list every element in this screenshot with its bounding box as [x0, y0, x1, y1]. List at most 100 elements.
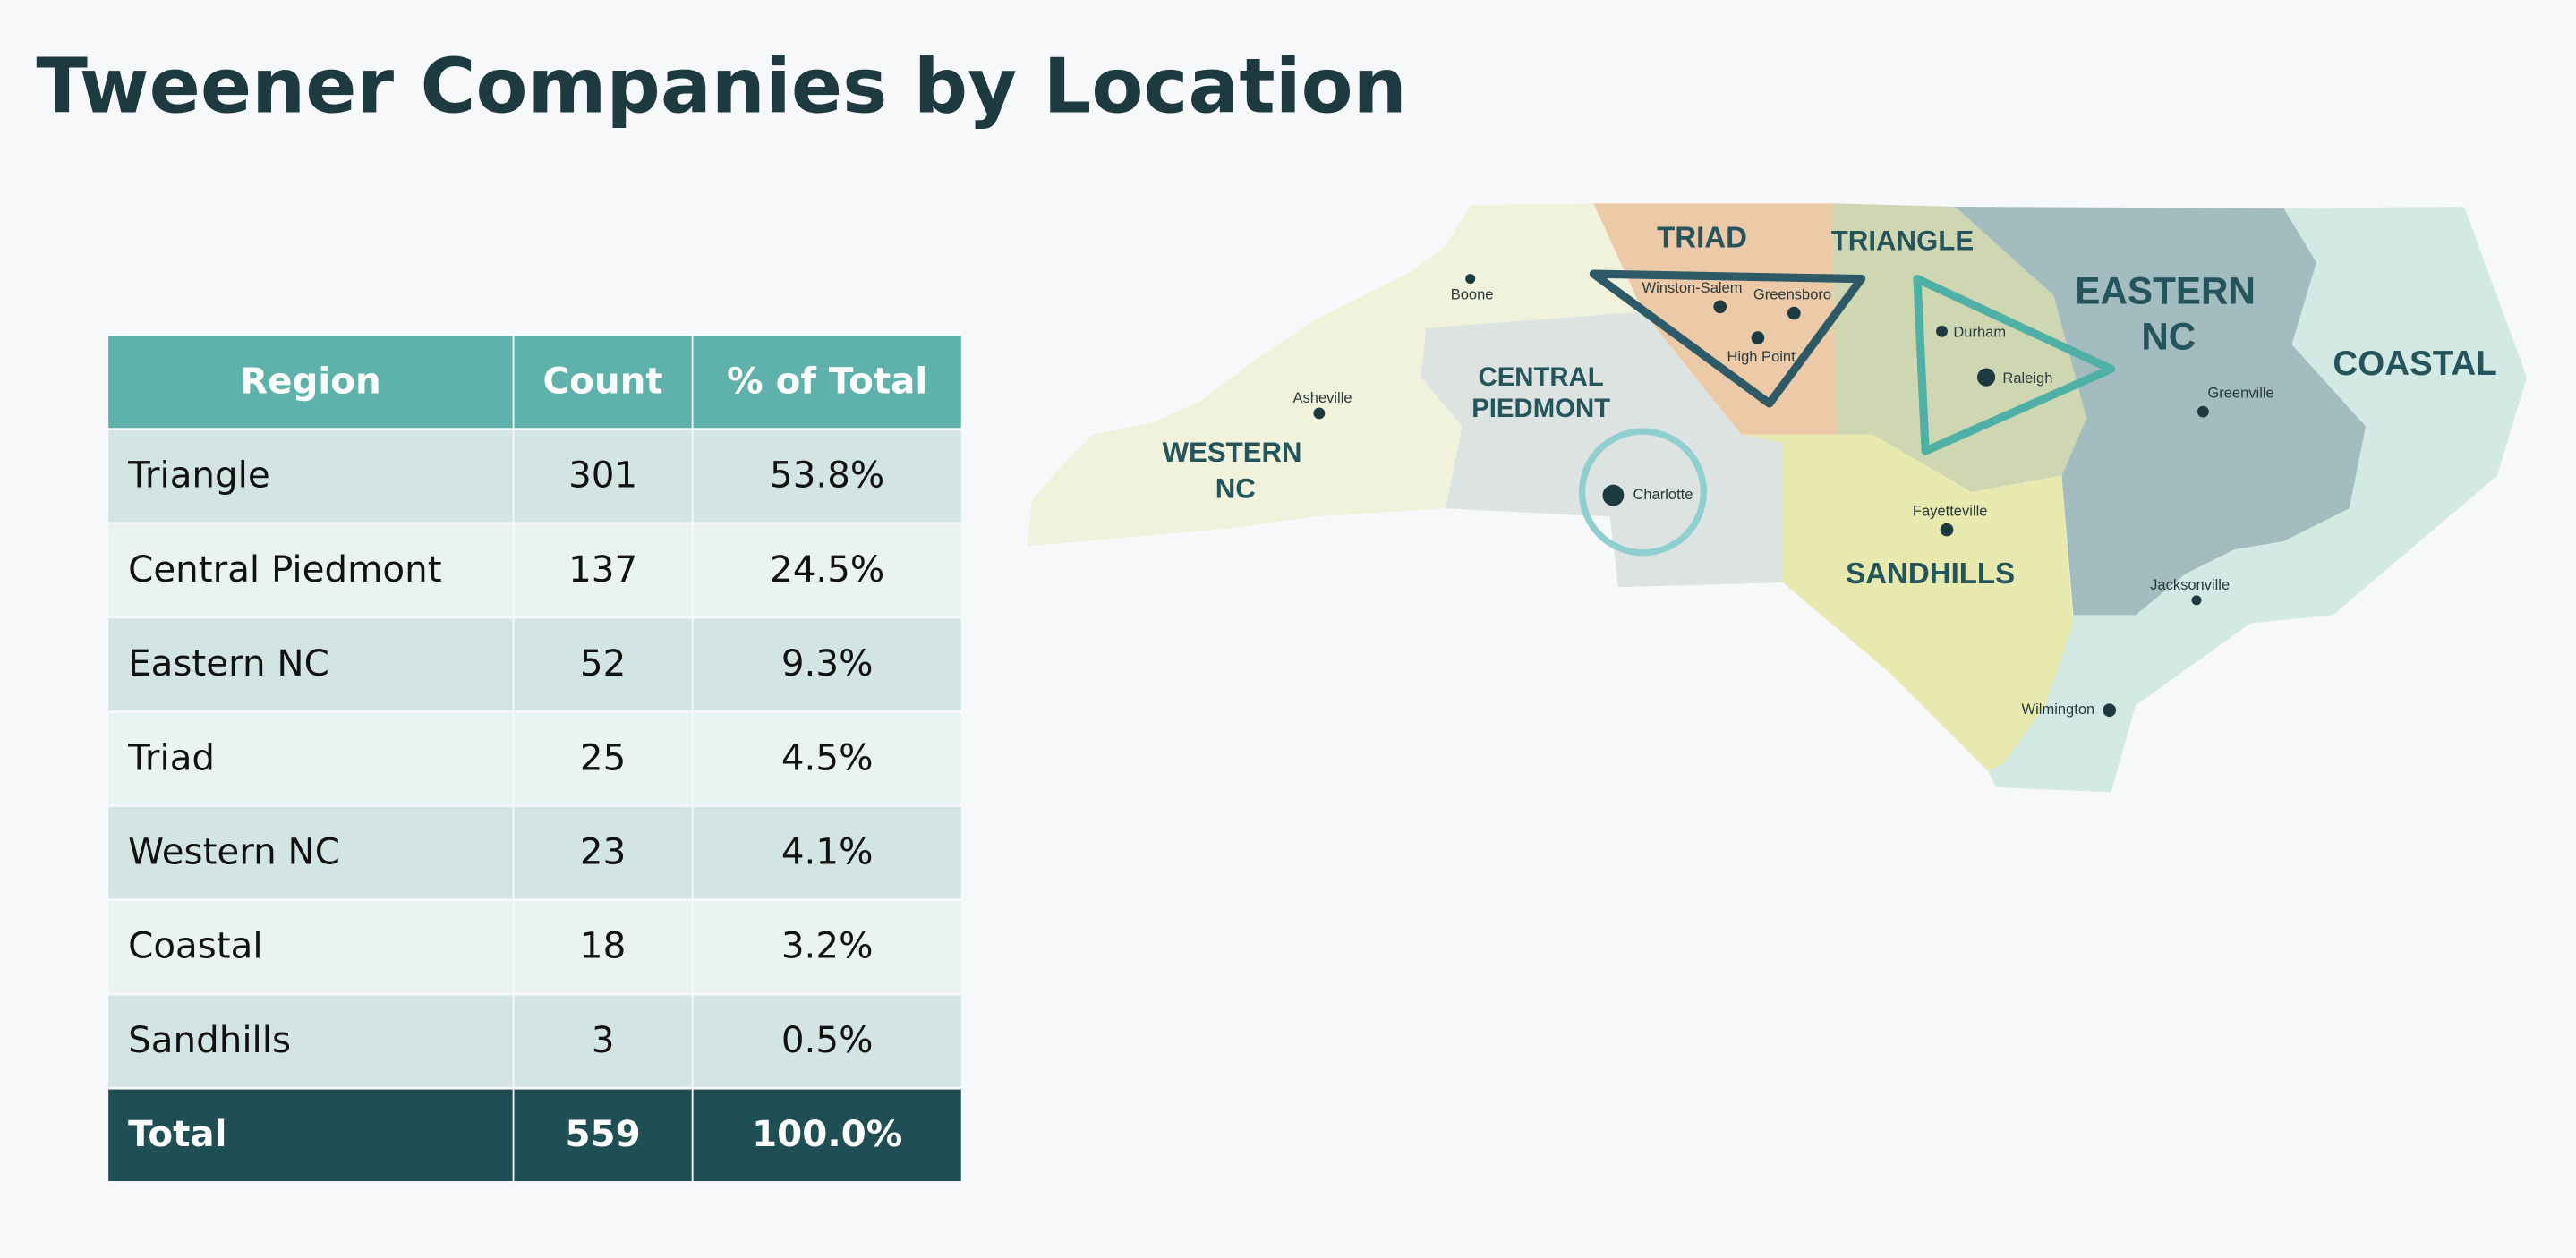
- table-cell: [514, 618, 692, 710]
- column-header: % of Total: [727, 360, 927, 402]
- city-dot: [1936, 325, 1948, 337]
- region-triangle: [1831, 203, 2087, 492]
- cell-text: 4.1%: [781, 831, 874, 873]
- cell-text: 301: [568, 455, 637, 497]
- cell-text: 52: [580, 642, 626, 684]
- charlotte-ring: [1578, 428, 1708, 557]
- table-cell: [108, 430, 513, 523]
- table-cell: [693, 1089, 961, 1182]
- cell-text: 3: [592, 1019, 615, 1061]
- cell-text: 25: [580, 736, 626, 778]
- table-cell: [693, 806, 961, 899]
- city-label: Winston-Salem: [1642, 280, 1743, 296]
- city-label: Raleigh: [2002, 370, 2052, 387]
- table-cell: [108, 618, 513, 710]
- table-cell: [693, 901, 961, 993]
- city-label: Jacksonville: [2150, 577, 2230, 593]
- region-label: TRIAD: [1657, 220, 1747, 253]
- table-cell: [108, 806, 513, 899]
- city-label: Fayetteville: [1913, 503, 1988, 519]
- city-label: Charlotte: [1633, 487, 1693, 503]
- region-sandhills: [1741, 434, 2074, 771]
- table-cell: [693, 336, 961, 429]
- table-cell: [693, 712, 961, 805]
- region-triad: [1593, 203, 1838, 435]
- column-header: Region: [240, 360, 381, 402]
- table-cell: [108, 995, 513, 1087]
- region-label: WESTERN: [1163, 437, 1302, 468]
- city-dot: [1313, 407, 1326, 420]
- table-cell: [693, 430, 961, 523]
- table-cell: [514, 524, 692, 616]
- city-dot: [1787, 306, 1801, 320]
- cell-text: Sandhills: [128, 1019, 291, 1061]
- table-cell: [514, 1089, 692, 1182]
- city-dot: [1940, 523, 1954, 537]
- region-label: TRIANGLE: [1831, 225, 1974, 257]
- table-cell: [514, 806, 692, 899]
- cell-text: Coastal: [128, 925, 262, 967]
- table-cell: [693, 618, 961, 710]
- cell-text: 18: [580, 925, 626, 967]
- city-dot: [1713, 300, 1727, 314]
- map-labels: TRIAD TRIANGLE EASTERN NC COASTAL CENTRALPIED…: [1163, 220, 2497, 718]
- city-label: Durham: [1953, 324, 2006, 340]
- city-dot: [2191, 595, 2202, 606]
- table-cell: [108, 1089, 513, 1182]
- table-cell: [514, 336, 692, 429]
- table-cell: [514, 901, 692, 993]
- city-dot: [2103, 703, 2117, 718]
- cell-text: 3.2%: [781, 925, 874, 967]
- cell-text: 0.5%: [781, 1019, 874, 1061]
- city-dot: [1602, 484, 1625, 506]
- table-cell: [514, 712, 692, 805]
- cell-text: 24.5%: [770, 548, 884, 591]
- cell-text: 100.0%: [752, 1113, 902, 1155]
- table-cell: [108, 901, 513, 993]
- map: [1027, 203, 2527, 793]
- region-label: CENTRAL: [1479, 362, 1604, 392]
- table: Region Count % of Total Triangle 301 53.8% Cen…: [108, 336, 961, 1182]
- cell-text: 9.3%: [781, 642, 874, 684]
- cell-text: 23: [580, 831, 626, 873]
- cell-text: 137: [568, 548, 637, 591]
- cell-text: Triad: [127, 736, 215, 778]
- city-label: Greensboro: [1753, 286, 1831, 302]
- title: Tweener Companies by Location: [36, 43, 1406, 131]
- city-label: Greenville: [2207, 385, 2273, 401]
- table-cell: [108, 712, 513, 805]
- cell-text: Eastern NC: [128, 642, 329, 684]
- city-dot: [1465, 274, 1476, 285]
- table-cell: [514, 430, 692, 523]
- table-cell: [108, 336, 513, 429]
- table-cell: [514, 995, 692, 1087]
- table-cell: [108, 524, 513, 616]
- city-dot: [1976, 368, 1996, 387]
- city-label: Wilmington: [2022, 701, 2095, 718]
- cell-text: Central Piedmont: [128, 548, 441, 591]
- cell-text: 53.8%: [770, 455, 884, 497]
- region-label: COASTAL: [2333, 344, 2496, 383]
- city-dot: [2196, 405, 2209, 418]
- region-eastern: [1955, 206, 2367, 616]
- city-dot: [1751, 331, 1765, 344]
- cell-text: 4.5%: [781, 736, 874, 778]
- cell-text: Western NC: [128, 831, 340, 873]
- cell-text: 559: [565, 1113, 640, 1155]
- city-label: High Point: [1727, 349, 1796, 365]
- table-cell: [693, 524, 961, 616]
- cell-text: Total: [128, 1113, 226, 1155]
- column-header: Count: [543, 360, 663, 402]
- region-label: NC: [2141, 316, 2196, 358]
- triad-outline: [1589, 269, 1866, 408]
- city-label: Boone: [1451, 286, 1494, 302]
- region-label: SANDHILLS: [1846, 557, 2015, 590]
- city-label: Asheville: [1293, 390, 1352, 406]
- region-western: [1027, 203, 1643, 547]
- triangle-outline: [1913, 275, 2116, 455]
- region-label: NC: [1215, 472, 1256, 504]
- region-label: PIEDMONT: [1471, 394, 1610, 423]
- cell-text: Triangle: [127, 455, 270, 497]
